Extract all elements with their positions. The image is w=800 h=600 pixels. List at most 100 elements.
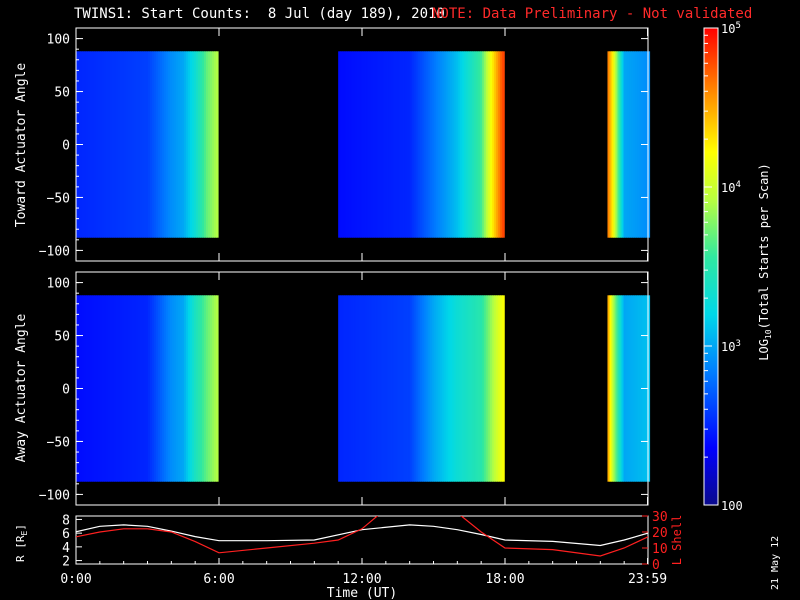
- away-heatmap-cell: [204, 295, 207, 482]
- toward-heatmap-cell: [148, 51, 151, 238]
- away-heatmap-cell: [386, 295, 389, 482]
- toward-heatmap-cell: [364, 51, 367, 238]
- orbit-ytick-label: 2: [62, 555, 70, 570]
- away-heatmap-cell: [474, 295, 477, 482]
- toward-panel: 100 50 0 −50 −100 Toward Actuator Angle: [14, 27, 651, 262]
- orbit-xlabel: Time (UT): [327, 586, 397, 600]
- away-heatmap-cell: [150, 295, 153, 482]
- away-heatmap-cell: [176, 295, 179, 482]
- toward-heatmap-cell: [392, 51, 395, 238]
- toward-heatmap-cell: [426, 51, 429, 238]
- toward-heatmap-cell: [500, 51, 503, 238]
- away-heatmap-cell: [400, 295, 403, 482]
- away-heatmap-cell: [426, 295, 429, 482]
- toward-heatmap-cell: [172, 51, 175, 238]
- toward-heatmap-cell: [380, 51, 383, 238]
- away-heatmap-cell: [430, 295, 433, 482]
- toward-heatmap-cell: [460, 51, 463, 238]
- away-heatmap-cell: [484, 295, 487, 482]
- away-heatmap-cell: [442, 295, 445, 482]
- toward-heatmap-cell: [360, 51, 363, 238]
- toward-heatmap-cell: [122, 51, 125, 238]
- colorbar-tick-mantissa: 10: [721, 181, 735, 195]
- away-heatmap-cell: [352, 295, 355, 482]
- away-heatmap-cell: [166, 295, 169, 482]
- toward-heatmap-cell: [216, 51, 219, 238]
- away-heatmap-cell: [114, 295, 117, 482]
- away-heatmap-cell: [462, 295, 465, 482]
- toward-heatmap-cell: [472, 51, 475, 238]
- away-heatmap-cell: [410, 295, 413, 482]
- toward-heatmap-cell: [633, 51, 637, 238]
- away-heatmap-cell: [158, 295, 161, 482]
- away-heatmap-cell: [482, 295, 485, 482]
- toward-heatmap-cell: [92, 51, 95, 238]
- away-heatmap-cell: [214, 295, 217, 482]
- toward-heatmap-cell: [434, 51, 437, 238]
- away-heatmap-cell: [208, 295, 211, 482]
- toward-heatmap-cell: [444, 51, 447, 238]
- toward-heatmap-cell: [631, 51, 635, 238]
- toward-heatmap-cell: [458, 51, 461, 238]
- toward-heatmap-cell: [428, 51, 431, 238]
- away-heatmap-cell: [392, 295, 395, 482]
- toward-heatmap-cell: [466, 51, 469, 238]
- away-heatmap-cell: [142, 295, 145, 482]
- away-heatmap-cell: [192, 295, 195, 482]
- away-heatmap-cell: [619, 295, 623, 482]
- away-heatmap-cell: [629, 295, 633, 482]
- away-heatmap-cell: [613, 295, 617, 482]
- away-heatmap-cell: [500, 295, 503, 482]
- toward-heatmap-cell: [210, 51, 213, 238]
- away-heatmap: [76, 295, 651, 482]
- away-heatmap-cell: [124, 295, 127, 482]
- away-heatmap-cell: [621, 295, 625, 482]
- toward-heatmap-cell: [178, 51, 181, 238]
- toward-heatmap-cell: [456, 51, 459, 238]
- away-heatmap-cell: [160, 295, 163, 482]
- toward-heatmap-cell: [106, 51, 109, 238]
- toward-heatmap-cell: [490, 51, 493, 238]
- orbit-xtick-label: 6:00: [203, 572, 234, 587]
- away-heatmap-cell: [362, 295, 365, 482]
- colorbar-tick-label: 104: [721, 180, 741, 195]
- toward-heatmap-cell: [112, 51, 115, 238]
- away-heatmap-cell: [468, 295, 471, 482]
- toward-heatmap-cell: [416, 51, 419, 238]
- away-heatmap-cell: [96, 295, 99, 482]
- orbit-line-r: [76, 524, 648, 547]
- toward-heatmap-cell: [84, 51, 87, 238]
- away-heatmap-cell: [198, 295, 201, 482]
- toward-heatmap-cell: [488, 51, 491, 238]
- away-heatmap-cell: [86, 295, 89, 482]
- colorbar-tick-exponent: 4: [735, 180, 740, 190]
- toward-heatmap-cell: [90, 51, 93, 238]
- away-heatmap-cell: [358, 295, 361, 482]
- toward-heatmap-cell: [180, 51, 183, 238]
- toward-heatmap-cell: [388, 51, 391, 238]
- toward-heatmap-cell: [386, 51, 389, 238]
- away-heatmap-cell: [436, 295, 439, 482]
- toward-heatmap-cell: [452, 51, 455, 238]
- away-heatmap-cell: [631, 295, 635, 482]
- away-heatmap-cell: [170, 295, 173, 482]
- toward-heatmap-cell: [150, 51, 153, 238]
- toward-heatmap-cell: [164, 51, 167, 238]
- toward-heatmap-cell: [166, 51, 169, 238]
- away-heatmap-cell: [88, 295, 91, 482]
- toward-heatmap-cell: [118, 51, 121, 238]
- toward-heatmap-cell: [468, 51, 471, 238]
- toward-heatmap-cell: [639, 51, 643, 238]
- colorbar-label: LOG10(Total Starts per Scan): [757, 163, 773, 361]
- toward-heatmap-cell: [194, 51, 197, 238]
- away-heatmap-cell: [152, 295, 155, 482]
- away-heatmap-cell: [627, 295, 631, 482]
- toward-heatmap-cell: [408, 51, 411, 238]
- toward-heatmap-cell: [94, 51, 97, 238]
- away-heatmap-cell: [130, 295, 133, 482]
- toward-heatmap-cell: [623, 51, 627, 238]
- toward-heatmap-cell: [438, 51, 441, 238]
- toward-heatmap-cell: [208, 51, 211, 238]
- away-heatmap-cell: [144, 295, 147, 482]
- toward-heatmap-cell: [400, 51, 403, 238]
